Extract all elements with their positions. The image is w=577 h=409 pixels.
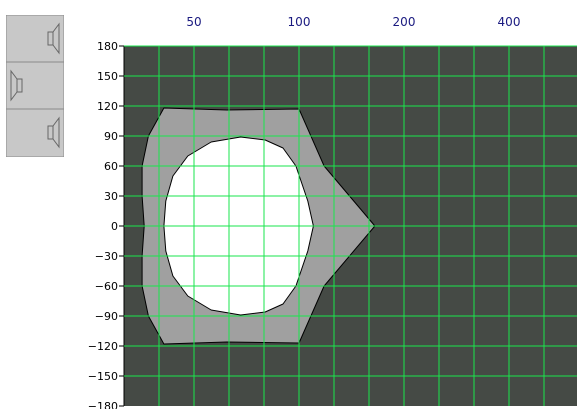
y-tick-label: −30	[95, 250, 118, 263]
x-tick-label: 100	[288, 15, 311, 29]
y-tick-label: −60	[95, 280, 118, 293]
x-tick-label: 400	[498, 15, 521, 29]
y-tick-label: −120	[88, 340, 118, 353]
y-tick-label: 180	[97, 40, 118, 53]
loudspeaker-array-icon	[5, 14, 65, 158]
x-tick-label: 50	[186, 15, 201, 29]
y-tick-label: 120	[97, 100, 118, 113]
y-tick-label: 150	[97, 70, 118, 83]
y-tick-label: −180	[88, 400, 118, 409]
x-tick-label: 200	[393, 15, 416, 29]
y-tick-label: −150	[88, 370, 118, 383]
y-tick-label: 90	[104, 130, 118, 143]
y-tick-label: 60	[104, 160, 118, 173]
grid	[124, 45, 577, 406]
y-tick-label: 0	[111, 220, 118, 233]
y-tick-label: 30	[104, 190, 118, 203]
y-tick-label: −90	[95, 310, 118, 323]
